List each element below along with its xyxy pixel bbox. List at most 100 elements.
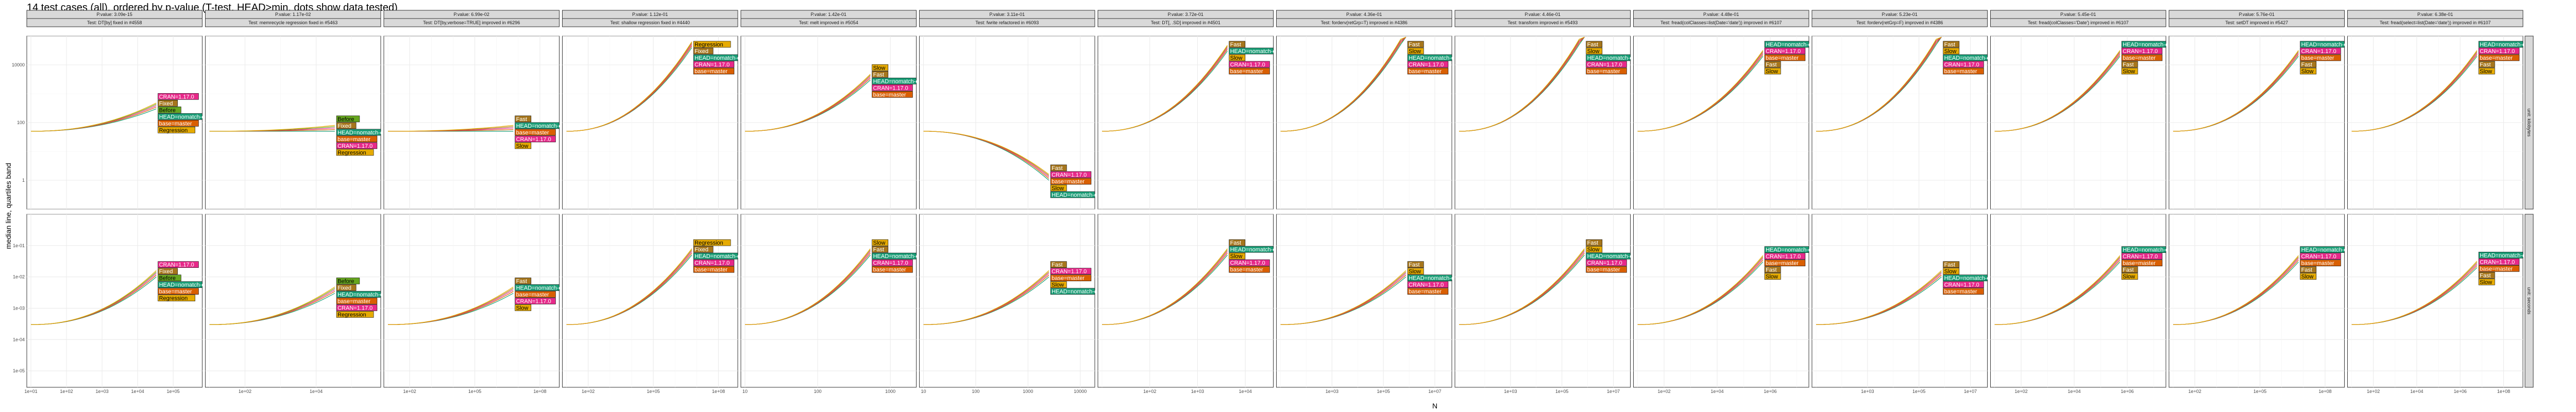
series-direct-label-box bbox=[336, 291, 381, 298]
test-strip bbox=[740, 18, 917, 27]
series-direct-label: Fast bbox=[1587, 42, 1598, 48]
facet-panel: P.value: 1.42e-01 Test: melt improved in … bbox=[740, 10, 945, 394]
test-strip bbox=[1811, 18, 1988, 27]
facet-panel: P.value: 5.23e-01 Test: forderv(retGrp=F)… bbox=[1811, 10, 2016, 394]
series-direct-label: CRAN=1.17.0 bbox=[1944, 282, 1979, 288]
panel-background bbox=[2168, 214, 2345, 388]
series-direct-label-box bbox=[1050, 178, 1092, 185]
series-direct-label: CRAN=1.17.0 bbox=[1944, 62, 1979, 68]
series-line bbox=[388, 286, 514, 325]
facet-panel: P.value: 6.99e-02 Test: DT[by,verbose=TRU… bbox=[383, 10, 588, 394]
unit-strip-text: unit: kilobytes bbox=[2527, 109, 2532, 137]
x-tick-label: 1e+03 bbox=[1504, 389, 1517, 394]
series-direct-label-box bbox=[1407, 41, 1424, 48]
series-direct-label: CRAN=1.17.0 bbox=[694, 62, 730, 68]
series-direct-label: base=master bbox=[2123, 261, 2156, 267]
series-direct-label: base=master bbox=[1944, 289, 1977, 295]
series-direct-label: Fast bbox=[1409, 42, 1419, 48]
series-direct-label: Fast bbox=[873, 72, 884, 78]
test-strip-text: Test: fread(select=list(Date='date')) im… bbox=[2380, 20, 2491, 25]
x-tick-label: 1e+02 bbox=[1143, 389, 1156, 394]
series-direct-label-box bbox=[693, 47, 714, 55]
series-direct-label-box bbox=[515, 135, 556, 143]
series-direct-label: CRAN=1.17.0 bbox=[873, 85, 908, 91]
series-direct-label-box bbox=[1943, 61, 1984, 68]
series-direct-label-box bbox=[1943, 54, 1988, 61]
series-direct-label: CRAN=1.17.0 bbox=[159, 262, 194, 268]
x-tick-label: 1e+03 bbox=[1191, 389, 1204, 394]
series-direct-label-box bbox=[515, 298, 556, 304]
series-direct-label-box bbox=[2121, 67, 2138, 75]
series-direct-label-box bbox=[2121, 61, 2138, 68]
pvalue-strip-text: P.value: 6.38e-01 bbox=[2417, 12, 2453, 17]
series-direct-label-box bbox=[158, 261, 199, 268]
series-line bbox=[1280, 270, 1406, 325]
series-direct-label: CRAN=1.17.0 bbox=[1230, 260, 1265, 266]
series-direct-label: Slow bbox=[1409, 48, 1421, 55]
series-line bbox=[1101, 45, 1228, 132]
series-direct-label: Before bbox=[159, 107, 176, 113]
series-direct-label: Slow bbox=[2301, 68, 2314, 75]
series-direct-label-box bbox=[1943, 268, 1960, 274]
facet-panel: P.value: 3.72e-01 Test: DT[, .SD] improve… bbox=[1097, 10, 1302, 394]
series-direct-label-box bbox=[2121, 253, 2163, 260]
series-direct-label-box bbox=[1943, 41, 1960, 48]
series-direct-label: base=master bbox=[873, 92, 906, 98]
series-direct-label-box bbox=[336, 135, 378, 143]
y-tick-label: 1e-03 bbox=[13, 306, 25, 311]
series-direct-label: Fixed bbox=[694, 247, 708, 253]
test-strip-text: Test: fread(colClasses=list(Date='date')… bbox=[1660, 20, 1782, 25]
series-direct-label-box bbox=[2300, 47, 2341, 55]
test-strip-text: Test: shallow regression fixed in #4440 bbox=[610, 20, 690, 25]
pvalue-strip-text: P.value: 4.48e-01 bbox=[1703, 12, 1739, 17]
series-direct-label-box bbox=[2300, 67, 2317, 75]
series-line bbox=[1280, 37, 1406, 132]
series-direct-label: Slow bbox=[1587, 48, 1600, 55]
series-direct-label-box bbox=[2121, 47, 2163, 55]
series-direct-label-box bbox=[1229, 54, 1246, 61]
x-tick-label: 100 bbox=[972, 389, 979, 394]
series-direct-label-box bbox=[693, 259, 735, 266]
series-direct-label-box bbox=[2300, 41, 2345, 48]
series-direct-label: Fast bbox=[1230, 240, 1241, 246]
y-tick-label: 1e-01 bbox=[13, 243, 25, 248]
series-direct-label: base=master bbox=[1230, 267, 1263, 273]
series-direct-label-box bbox=[515, 304, 532, 311]
pvalue-strip-text: P.value: 4.36e-01 bbox=[1346, 12, 1382, 17]
series-direct-label-box bbox=[1586, 259, 1627, 266]
series-direct-label-box bbox=[1407, 268, 1424, 274]
x-tick-label: 1e+08 bbox=[533, 389, 546, 394]
x-tick-label: 1e+05 bbox=[1912, 389, 1925, 394]
test-strip bbox=[1990, 18, 2166, 27]
series-direct-label-box bbox=[158, 274, 181, 281]
x-tick-label: 1e+08 bbox=[2318, 389, 2331, 394]
series-direct-label: Slow bbox=[2480, 68, 2492, 75]
series-line bbox=[1101, 248, 1228, 325]
test-strip-text: Test: forderv(retGrp=F) improved in #438… bbox=[1856, 20, 1943, 25]
series-direct-label: Fast bbox=[516, 278, 527, 284]
series-direct-label-box bbox=[158, 106, 181, 113]
test-strip bbox=[562, 18, 738, 27]
series-direct-label: CRAN=1.17.0 bbox=[694, 260, 730, 266]
series-direct-label: Fast bbox=[1230, 42, 1241, 48]
test-strip bbox=[1097, 18, 1274, 27]
test-strip bbox=[2168, 18, 2345, 27]
series-direct-label: Slow bbox=[1052, 185, 1064, 192]
facet-panel: P.value: 3.09e-15 Test: DT[by] fixed in #… bbox=[12, 10, 231, 394]
x-axis-label: N bbox=[1432, 402, 1438, 410]
facet-panel: P.value: 4.36e-01 Test: forderv(retGrp=T)… bbox=[1276, 10, 1481, 394]
facet-panel: P.value: 4.46e-01 Test: transform improve… bbox=[1454, 10, 1659, 394]
series-direct-label-box bbox=[1586, 47, 1603, 55]
series-direct-label: Slow bbox=[1409, 269, 1421, 275]
series-line bbox=[566, 41, 692, 132]
panel-background bbox=[1097, 214, 1274, 388]
x-tick-label: 1e+05 bbox=[167, 389, 180, 394]
series-direct-label-box bbox=[1229, 47, 1274, 55]
x-tick-label: 1e+02 bbox=[2014, 389, 2027, 394]
series-direct-label-box bbox=[1050, 164, 1067, 171]
series-direct-label-box bbox=[2478, 279, 2495, 285]
series-direct-label: CRAN=1.17.0 bbox=[1766, 254, 1801, 260]
series-direct-label-box bbox=[1407, 47, 1424, 55]
test-strip bbox=[205, 18, 381, 27]
facet-panel: P.value: 1.17e-02 Test: memrecycle regres… bbox=[205, 10, 410, 394]
